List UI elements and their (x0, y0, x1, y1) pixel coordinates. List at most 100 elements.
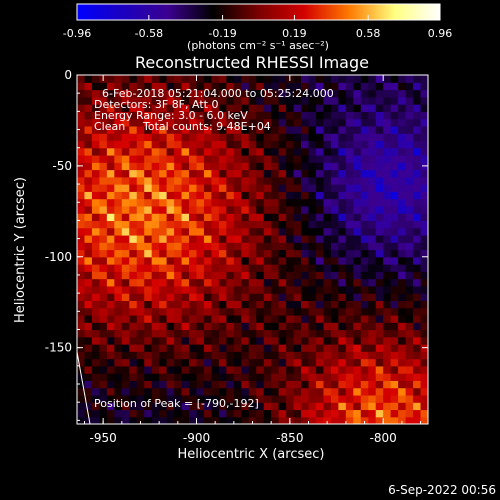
heatmap-cell (189, 256, 198, 265)
heatmap-cell (413, 184, 422, 192)
heatmap-cell (84, 242, 93, 251)
heatmap-cell (181, 365, 190, 374)
heatmap-cell (398, 104, 407, 112)
heatmap-cell (263, 293, 272, 301)
heatmap-cell (301, 82, 310, 91)
heatmap-cell (151, 125, 160, 134)
heatmap-cell (263, 213, 272, 222)
heatmap-cell (151, 82, 160, 91)
heatmap-cell (136, 271, 145, 280)
heatmap-cell (338, 176, 347, 185)
heatmap-cell (413, 220, 422, 229)
heatmap-cell (398, 387, 407, 396)
heatmap-cell (233, 329, 242, 338)
heatmap-cell (99, 358, 108, 367)
heatmap-cell (233, 322, 242, 331)
heatmap-cell (174, 300, 183, 309)
heatmap-cell (256, 111, 265, 120)
heatmap-cell (211, 351, 220, 360)
heatmap-cell (375, 89, 384, 98)
heatmap-cell (338, 380, 347, 389)
heatmap-cell (323, 75, 332, 83)
heatmap-cell (345, 111, 354, 120)
heatmap-cell (375, 329, 384, 338)
heatmap-cell (218, 285, 227, 294)
heatmap-cell (248, 125, 257, 134)
heatmap-cell (196, 227, 205, 236)
heatmap-cell (114, 133, 123, 142)
heatmap-cell (211, 213, 220, 222)
heatmap-cell (196, 191, 205, 200)
heatmap-cell (345, 314, 354, 323)
heatmap-cell (278, 176, 287, 185)
heatmap-cell (293, 402, 302, 411)
heatmap-cell (315, 373, 325, 381)
heatmap-cell (383, 322, 392, 331)
heatmap-cell (286, 394, 295, 403)
heatmap-cell (278, 111, 287, 120)
heatmap-cell (301, 169, 310, 178)
heatmap-cell (413, 234, 422, 243)
heatmap-cell (144, 249, 153, 258)
heatmap-cell (368, 380, 377, 389)
heatmap-cell (353, 322, 362, 331)
heatmap-cell (106, 242, 115, 251)
heatmap-cell (189, 358, 198, 367)
heatmap-cell (248, 75, 257, 83)
heatmap-cell (278, 329, 287, 338)
heatmap-cell (375, 402, 384, 411)
heatmap-cell (166, 285, 175, 294)
heatmap-cell (84, 293, 93, 301)
heatmap-cell (159, 198, 168, 207)
heatmap-cell (159, 271, 168, 280)
heatmap-cell (91, 365, 101, 374)
heatmap-cell (99, 82, 108, 91)
heatmap-cell (129, 89, 138, 98)
heatmap-cell (301, 358, 310, 367)
heatmap-cell (375, 154, 384, 163)
heatmap-cell (106, 169, 115, 178)
heatmap-cell (375, 409, 384, 418)
heatmap-cell (248, 154, 257, 163)
heatmap-cell (159, 387, 168, 396)
heatmap-cell (353, 344, 362, 352)
heatmap-cell (91, 220, 101, 229)
heatmap-cell (84, 394, 93, 403)
heatmap-cell (375, 271, 384, 280)
heatmap-cell (248, 373, 257, 381)
heatmap-cell (338, 140, 347, 149)
heatmap-cell (383, 307, 392, 316)
heatmap-cell (345, 162, 354, 171)
heatmap-cell (189, 96, 198, 105)
heatmap-cell (375, 242, 384, 251)
heatmap-cell (99, 344, 108, 352)
heatmap-cell (77, 358, 86, 367)
heatmap-cell (338, 249, 347, 258)
heatmap-cell (293, 75, 302, 83)
heatmap-cell (241, 285, 250, 294)
heatmap-cell (196, 278, 205, 287)
heatmap-cell (226, 140, 235, 149)
heatmap-cell (136, 191, 145, 200)
heatmap-cell (196, 140, 205, 149)
colorbar-tick-label: 0.96 (428, 27, 453, 40)
heatmap-cell (114, 220, 123, 229)
heatmap-cell (114, 344, 123, 352)
heatmap-cell (286, 264, 295, 272)
heatmap-cell (323, 373, 332, 381)
heatmap-cell (420, 125, 428, 134)
heatmap-cell (211, 329, 220, 338)
heatmap-cell (368, 300, 377, 309)
heatmap-cell (248, 169, 257, 178)
heatmap-cell (301, 162, 310, 171)
heatmap-cell (390, 249, 399, 258)
heatmap-cell (91, 249, 101, 258)
heatmap-cell (375, 82, 384, 91)
heatmap-cell (383, 154, 392, 163)
heatmap-cell (114, 162, 123, 171)
heatmap-cell (106, 293, 115, 301)
heatmap-cell (241, 380, 250, 389)
heatmap-cell (383, 169, 392, 178)
heatmap-cell (271, 220, 280, 229)
heatmap-cell (375, 394, 384, 403)
